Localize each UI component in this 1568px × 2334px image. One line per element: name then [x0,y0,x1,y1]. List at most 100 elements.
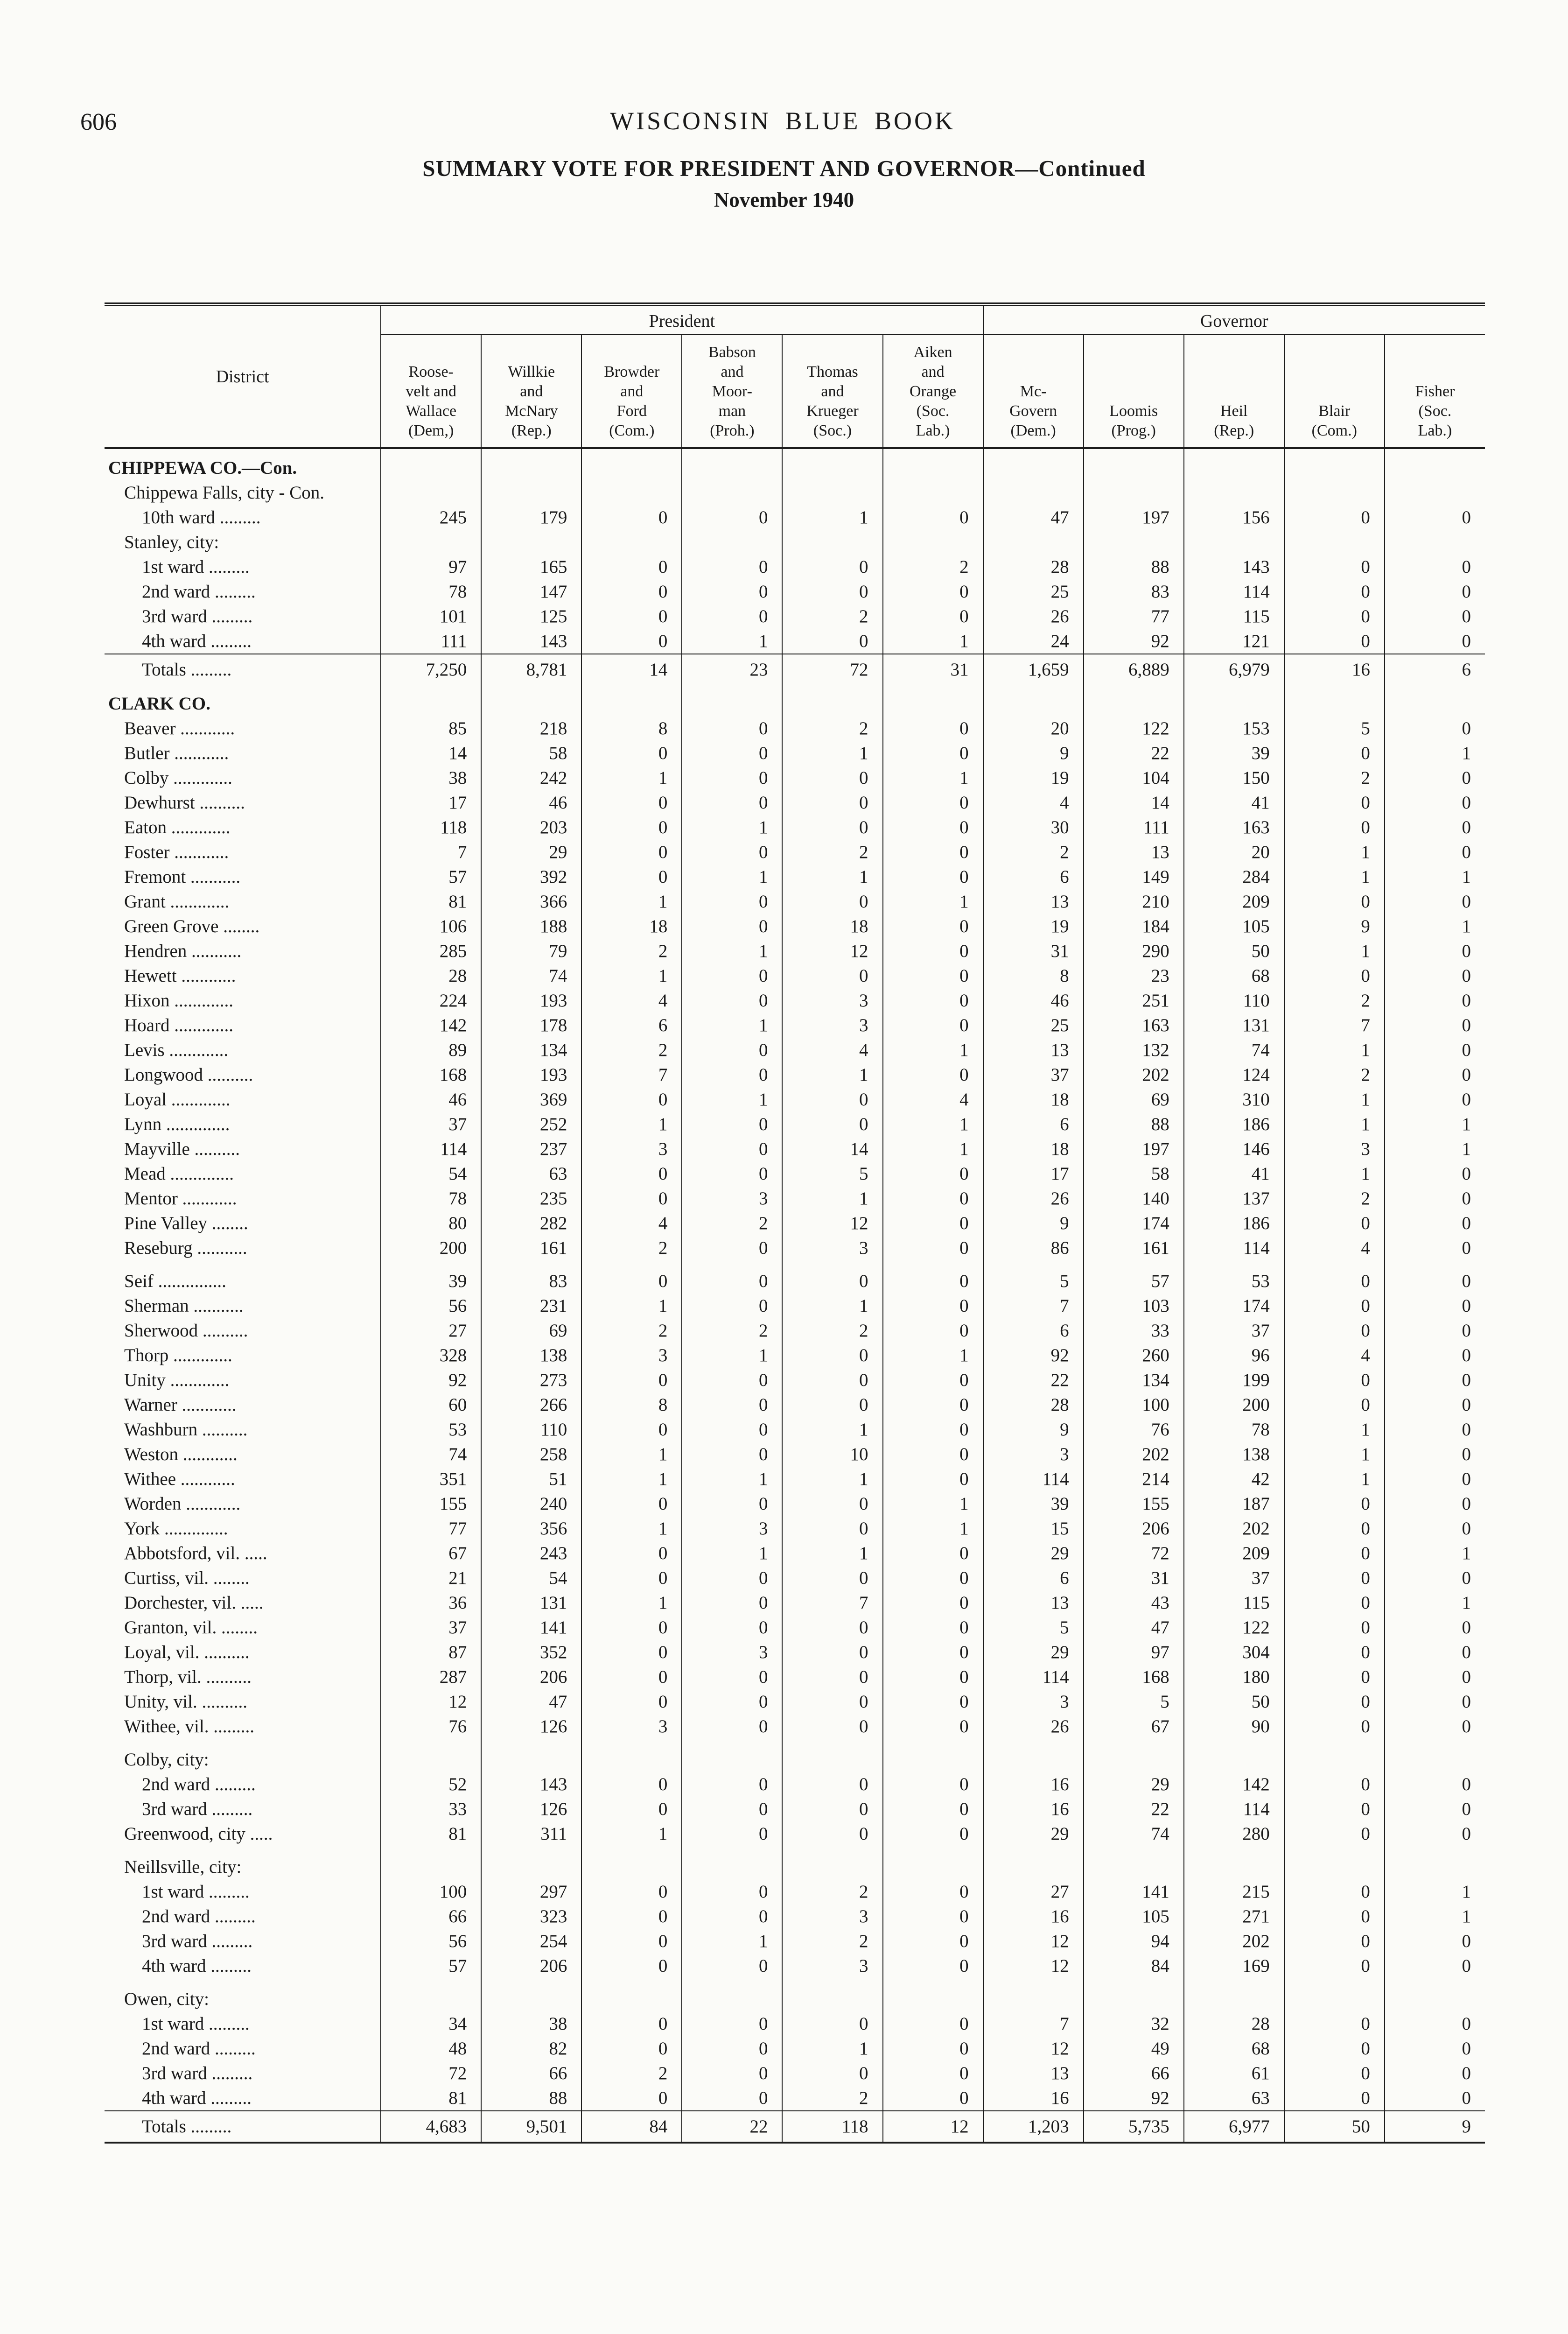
value-cell: 132 [1083,1038,1184,1062]
value-cell: 69 [1083,1087,1184,1112]
value-cell: 153 [1183,716,1284,741]
value-cell: 17 [982,1161,1084,1186]
book-title: WISCONSIN BLUE BOOK [610,107,955,135]
value-cell: 9 [1384,2110,1485,2143]
value-cell: 20 [982,716,1084,741]
value-cell: 1 [581,1467,682,1491]
value-cell: 0 [882,790,983,815]
district-cell: Colby ............. [105,766,382,790]
value-cell: 111 [1083,815,1184,840]
value-cell: 254 [481,1929,582,1954]
district-cell: CLARK CO. [105,685,382,716]
value-cell: 0 [581,1665,682,1689]
value-cell: 2 [1283,766,1385,790]
value-cell: 202 [1083,1442,1184,1467]
table-row: Mead .............. 54 63 0 0 5 0 17 58 41 1 0 [105,1161,1485,1186]
value-cell: 2 [982,840,1084,865]
value-cell: 126 [481,1797,582,1821]
value-cell: 165 [481,555,582,579]
value-cell: 49 [1083,2036,1184,2061]
column-header-blair-com: Blair (Com.) [1283,335,1385,449]
value-cell: 7 [1283,1013,1385,1038]
value-cell: 0 [1384,1417,1485,1442]
value-cell: 168 [1083,1665,1184,1689]
value-cell: 311 [481,1821,582,1846]
table-body: CHIPPEWA CO.—Con. Chippewa Falls, city - … [105,448,1485,2143]
table-row: Loyal, vil. .......... 87 352 0 3 0 0 29 97 304 0 0 [105,1640,1485,1665]
group-header-row: District President Governor [105,304,1485,449]
table-row: Mentor ............ 78 235 0 3 1 0 26 140 137 2 0 [105,1186,1485,1211]
value-cell: 0 [681,766,783,790]
value-cell: 0 [1384,1392,1485,1417]
value-cell: 0 [581,1615,682,1640]
value-cell: 290 [1083,939,1184,963]
value-cell: 114 [380,1137,482,1161]
value-cell: 1 [882,889,983,914]
district-cell: 2nd ward ......... [105,2036,382,2061]
value-cell: 0 [681,1821,783,1846]
value-cell [1283,480,1385,505]
value-cell [1183,1978,1284,2011]
value-cell: 0 [882,1821,983,1846]
value-cell: 74 [1083,1821,1184,1846]
value-cell: 37 [380,1112,482,1137]
value-cell: 297 [481,1879,582,1904]
value-cell [481,530,582,555]
value-cell: 85 [380,716,482,741]
value-cell: 0 [882,1236,983,1260]
district-cell: Unity, vil. .......... [105,1689,382,1714]
value-cell: 22 [681,2110,783,2143]
value-cell: 114 [982,1467,1084,1491]
value-cell: 0 [1384,963,1485,988]
value-cell: 0 [1384,988,1485,1013]
value-cell: 121 [1183,629,1284,654]
table-row: Colby ............. 38 242 1 0 0 1 19 104 150 2 0 [105,766,1485,790]
value-cell: 1,659 [982,654,1084,685]
value-cell: 0 [882,2061,983,2086]
district-cell: Butler ............ [105,741,382,766]
table-row: Levis ............. 89 134 2 0 4 1 13 132 74 1 0 [105,1038,1485,1062]
table-row: 2nd ward ......... 52 143 0 0 0 0 16 29 142 0 0 [105,1772,1485,1797]
value-cell: 0 [681,889,783,914]
value-cell: 83 [1083,579,1184,604]
value-cell: 74 [481,963,582,988]
value-cell: 0 [782,1640,883,1665]
column-header-babson-moorman-proh: Babson and Moor- man (Proh.) [681,335,783,449]
district-cell: Levis ............. [105,1038,382,1062]
table-row: 4th ward ......... 111 143 0 1 0 1 24 92 121 0 0 [105,629,1485,654]
value-cell [782,480,883,505]
value-cell: 4 [982,790,1084,815]
value-cell: 203 [481,815,582,840]
district-cell: Hixon ............. [105,988,382,1013]
value-cell: 0 [681,1112,783,1137]
table-row: Unity, vil. .......... 12 47 0 0 0 0 3 5 50 0 0 [105,1689,1485,1714]
district-cell: 1st ward ......... [105,555,382,579]
value-cell: 6 [982,1318,1084,1343]
value-cell: 266 [481,1392,582,1417]
value-cell: 12 [782,1211,883,1236]
value-cell: 0 [1384,555,1485,579]
value-cell: 206 [481,1954,582,1978]
value-cell: 0 [581,1566,682,1590]
value-cell: 0 [681,988,783,1013]
value-cell: 0 [782,889,883,914]
value-cell: 0 [882,1417,983,1442]
value-cell: 1 [681,1467,783,1491]
value-cell: 0 [1283,790,1385,815]
value-cell: 100 [1083,1392,1184,1417]
value-cell: 77 [1083,604,1184,629]
district-cell: Worden ............ [105,1491,382,1516]
column-header-loomis-prog: Loomis (Prog.) [1083,335,1184,449]
table-row: Warner ............ 60 266 8 0 0 0 28 100 200 0 0 [105,1392,1485,1417]
table-row: 1st ward ......... 100 297 0 0 2 0 27 141 215 0 1 [105,1879,1485,1904]
value-cell: 0 [1283,1665,1385,1689]
value-cell: 58 [481,741,582,766]
district-cell: 10th ward ......... [105,505,382,530]
value-cell: 72 [782,654,883,685]
value-cell: 6,977 [1183,2110,1284,2143]
value-cell: 1 [581,963,682,988]
table-row: Weston ............ 74 258 1 0 10 0 3 202 138 1 0 [105,1442,1485,1467]
table-row: Beaver ............ 85 218 8 0 2 0 20 122 153 5 0 [105,716,1485,741]
value-cell: 0 [581,1186,682,1211]
value-cell: 81 [380,2086,482,2111]
